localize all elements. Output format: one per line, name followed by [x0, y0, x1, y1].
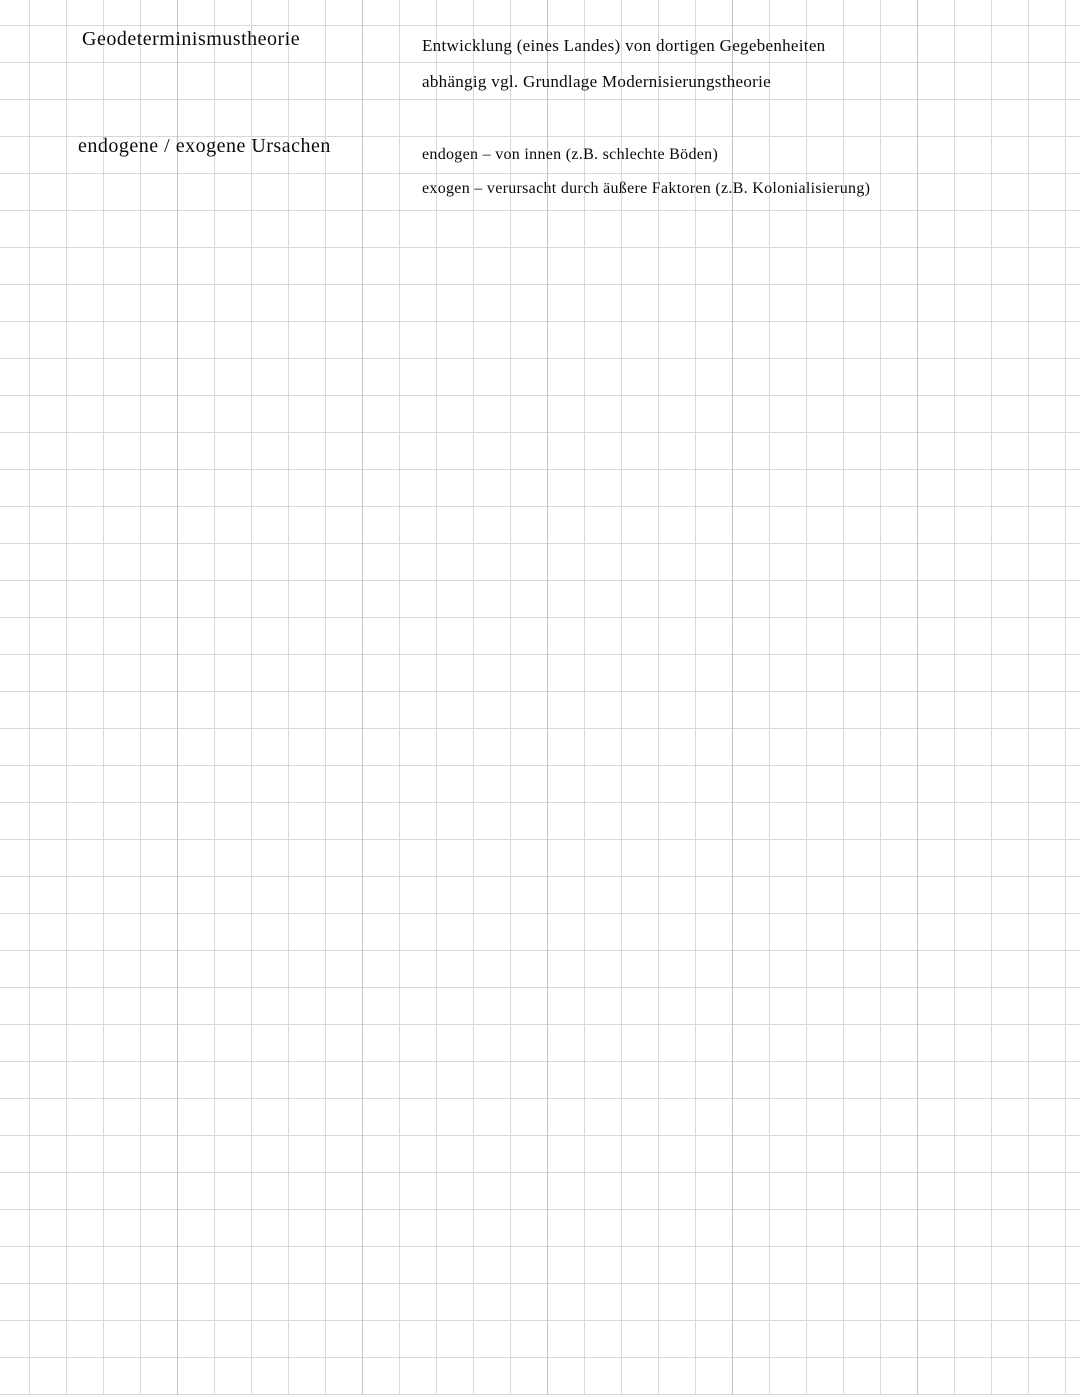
notes-content: Geodeterminismustheorie Entwicklung (ein…: [0, 0, 1080, 1395]
note-definition-line: Entwicklung (eines Landes) von dortigen …: [422, 28, 825, 64]
note-definition-line: endogen – von innen (z.B. schlechte Böde…: [422, 138, 870, 172]
note-term: endogene / exogene Ursachen: [78, 135, 331, 158]
note-definition-line: abhängig vgl. Grundlage Modernisierungst…: [422, 64, 825, 100]
note-definition: Entwicklung (eines Landes) von dortigen …: [422, 28, 825, 99]
note-term: Geodeterminismustheorie: [82, 28, 300, 51]
note-definition: endogen – von innen (z.B. schlechte Böde…: [422, 138, 870, 205]
note-definition-line: exogen – verursacht durch äußere Faktore…: [422, 172, 870, 206]
